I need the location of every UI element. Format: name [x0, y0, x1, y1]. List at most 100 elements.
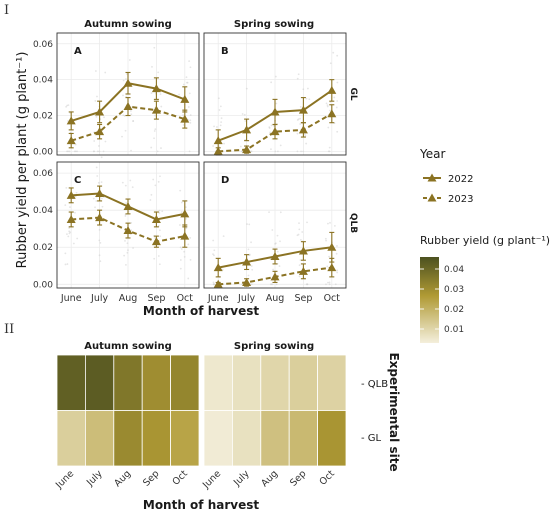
data-point-2023 — [123, 226, 133, 235]
raw-observation-point — [180, 201, 183, 204]
x-tick-label: June — [207, 293, 229, 304]
raw-observation-point — [154, 236, 156, 239]
heatmap-cell-qlb — [170, 354, 200, 411]
raw-observation-point — [222, 235, 225, 237]
raw-observation-point — [96, 150, 99, 153]
section-label-i: I — [4, 3, 9, 18]
raw-observation-point — [296, 150, 299, 153]
heatmap-cell-gl — [170, 410, 200, 467]
heatmap-cell-qlb — [85, 354, 115, 411]
raw-observation-point — [150, 193, 153, 196]
raw-observation-point — [126, 251, 129, 254]
heatmap-x-tick-label: July — [231, 468, 252, 489]
heatmap-y-tick-gl: - GL — [361, 433, 382, 444]
raw-observation-point — [68, 150, 71, 153]
heatmap-panel-autumn: June July Aug Sep Oct — [53, 354, 200, 491]
raw-observation-point — [245, 87, 248, 90]
raw-observation-point — [239, 145, 242, 148]
raw-observation-point — [130, 221, 133, 224]
raw-observation-point — [98, 239, 101, 242]
raw-observation-point — [66, 263, 69, 265]
line-panel-a: 0.00 0.02 0.04 0.06 A — [33, 32, 200, 157]
x-tick-label: Sep — [294, 293, 312, 304]
data-point-2022 — [270, 252, 280, 260]
raw-observation-point — [153, 257, 156, 260]
legend-marker-2023 — [427, 193, 437, 202]
x-axis-title-bottom: Month of harvest — [143, 498, 259, 512]
colorbar-title: Rubber yield (g plant⁻¹) — [420, 234, 550, 247]
raw-observation-point — [128, 59, 131, 61]
raw-observation-point — [189, 66, 192, 69]
raw-observation-point — [188, 60, 191, 62]
data-point-2023 — [298, 125, 308, 134]
colorbar-tick-label: 0.03 — [444, 285, 464, 295]
raw-observation-point — [160, 105, 163, 108]
raw-observation-point — [189, 121, 192, 124]
x-tick-label: June — [60, 293, 82, 304]
raw-observation-point — [76, 150, 78, 153]
raw-observation-point — [67, 104, 70, 107]
heatmap-cell-qlb — [203, 354, 233, 411]
raw-observation-point — [327, 281, 329, 284]
raw-observation-point — [302, 88, 305, 91]
raw-observation-point — [132, 247, 134, 249]
raw-observation-point — [250, 150, 252, 153]
raw-observation-point — [122, 79, 125, 82]
raw-observation-point — [301, 231, 304, 233]
raw-observation-point — [219, 124, 222, 127]
heatmap-cell-qlb — [231, 354, 262, 411]
raw-observation-point — [329, 109, 331, 112]
raw-observation-point — [243, 113, 246, 116]
raw-observation-point — [156, 150, 159, 153]
y-tick-label: 0.04 — [33, 206, 53, 216]
raw-observation-point — [327, 222, 329, 225]
y-tick-label: 0.00 — [33, 280, 53, 290]
raw-observation-point — [93, 140, 96, 142]
panel-border — [203, 32, 347, 156]
heatmap-cell-qlb — [56, 354, 86, 411]
raw-observation-point — [279, 144, 282, 147]
strip-label-spring-top: Spring sowing — [234, 19, 314, 30]
y-axis-title: Rubber yield per plant (g plant⁻¹) — [15, 52, 30, 269]
raw-observation-point — [126, 242, 129, 245]
strip-label-spring-bottom: Spring sowing — [234, 341, 314, 352]
raw-observation-point — [269, 131, 272, 134]
raw-observation-point — [248, 223, 251, 226]
raw-observation-point — [180, 211, 183, 213]
raw-observation-point — [152, 178, 155, 181]
data-point-2022 — [327, 242, 337, 251]
raw-observation-point — [332, 51, 335, 54]
heatmap-x-tick-label: June — [53, 468, 76, 491]
raw-observation-point — [296, 77, 299, 80]
raw-observation-point — [327, 126, 330, 129]
raw-observation-point — [98, 145, 100, 147]
raw-observation-point — [182, 83, 185, 86]
raw-observation-point — [336, 81, 339, 84]
raw-observation-point — [124, 129, 127, 132]
raw-observation-point — [160, 147, 162, 149]
heatmap-x-tick-label: July — [84, 468, 105, 489]
heatmap-x-tick-label: Oct — [318, 468, 338, 488]
data-point-2023 — [95, 127, 105, 136]
raw-observation-point — [336, 245, 338, 247]
raw-observation-point — [158, 212, 161, 214]
raw-observation-point — [251, 268, 254, 271]
raw-observation-point — [304, 133, 306, 136]
raw-observation-point — [298, 228, 301, 231]
heatmap-x-tick-label: Sep — [288, 468, 308, 488]
data-point-2023 — [298, 266, 308, 275]
data-point-2023 — [242, 277, 252, 286]
data-point-2022 — [123, 78, 133, 87]
raw-observation-point — [189, 258, 192, 261]
raw-observation-point — [158, 229, 161, 232]
legend-title: Year — [419, 147, 445, 161]
raw-observation-point — [74, 195, 77, 198]
raw-observation-point — [188, 150, 191, 153]
x-tick-label: July — [237, 293, 255, 304]
heatmap-cell-gl — [260, 410, 290, 467]
heatmap-x-tick-label: Aug — [259, 468, 280, 489]
raw-observation-point — [220, 117, 223, 120]
data-point-2022 — [151, 84, 161, 93]
panel-label: A — [74, 46, 82, 57]
